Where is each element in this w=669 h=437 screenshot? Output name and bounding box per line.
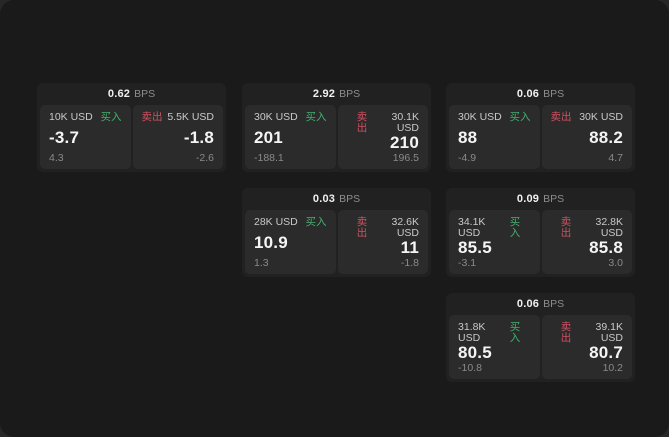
buy-label: 买入 — [305, 111, 327, 123]
quote-card: 0.03 BPS 28K USD 买入 10.9 1.3 卖出 32.6K US… — [242, 188, 431, 277]
buy-delta: 4.3 — [49, 151, 64, 164]
sell-tile[interactable]: 卖出 32.6K USD 11 -1.8 — [337, 210, 428, 274]
quote-body: 30K USD 买入 201 -188.1 卖出 30.1K USD 210 1… — [242, 105, 431, 172]
sell-tile[interactable]: 卖出 5.5K USD -1.8 -2.6 — [132, 105, 223, 169]
quote-card: 2.92 BPS 30K USD 买入 201 -188.1 卖出 30.1K … — [242, 83, 431, 172]
spread-unit: BPS — [543, 298, 565, 310]
spread-value: 0.06 — [516, 88, 540, 100]
spread-unit: BPS — [543, 193, 565, 205]
sell-amount: 30K USD — [579, 111, 623, 123]
sell-label: 卖出 — [560, 321, 572, 344]
sell-price: 210 — [390, 133, 419, 153]
spread-unit: BPS — [339, 88, 361, 100]
buy-label: 买入 — [509, 216, 521, 239]
sell-amount: 5.5K USD — [167, 111, 214, 123]
quote-card: 0.06 BPS 30K USD 买入 88 -4.9 卖出 30K USD 8… — [446, 83, 635, 172]
buy-delta: -188.1 — [254, 151, 284, 164]
spread-value: 0.06 — [516, 298, 540, 310]
sell-delta: 196.5 — [392, 151, 419, 164]
sell-price: -1.8 — [183, 128, 214, 147]
buy-tile[interactable]: 28K USD 买入 10.9 1.3 — [245, 210, 336, 274]
sell-label: 卖出 — [356, 111, 368, 134]
buy-delta: -4.9 — [458, 151, 477, 164]
quote-body: 10K USD 买入 -3.7 4.3 卖出 5.5K USD -1.8 -2.… — [37, 105, 226, 172]
buy-label: 买入 — [509, 111, 531, 123]
spread-value: 0.09 — [516, 193, 540, 205]
sell-amount: 32.6K USD — [391, 216, 419, 239]
buy-amount: 34.1K USD — [458, 216, 486, 239]
sell-label: 卖出 — [141, 111, 163, 123]
spread-header: 0.09 BPS — [446, 188, 635, 210]
buy-price: 201 — [254, 128, 283, 147]
sell-tile[interactable]: 卖出 39.1K USD 80.7 10.2 — [541, 315, 632, 379]
sell-delta: -2.6 — [195, 151, 214, 164]
buy-amount: 10K USD — [49, 111, 93, 123]
buy-amount: 31.8K USD — [458, 321, 486, 344]
spread-unit: BPS — [134, 88, 156, 100]
buy-amount: 30K USD — [254, 111, 298, 123]
buy-delta: -3.1 — [458, 256, 477, 269]
sell-label: 卖出 — [356, 216, 368, 239]
quote-body: 30K USD 买入 88 -4.9 卖出 30K USD 88.2 4.7 — [446, 105, 635, 172]
quote-card: 0.06 BPS 31.8K USD 买入 80.5 -10.8 卖出 39.1… — [446, 293, 635, 382]
buy-amount: 28K USD — [254, 216, 298, 228]
spread-header: 0.62 BPS — [37, 83, 226, 105]
buy-tile[interactable]: 34.1K USD 买入 85.5 -3.1 — [449, 210, 540, 274]
quote-body: 31.8K USD 买入 80.5 -10.8 卖出 39.1K USD 80.… — [446, 315, 635, 382]
sell-label: 卖出 — [550, 111, 572, 123]
sell-tile[interactable]: 卖出 30.1K USD 210 196.5 — [337, 105, 428, 169]
sell-tile[interactable]: 卖出 30K USD 88.2 4.7 — [541, 105, 632, 169]
sell-amount: 39.1K USD — [595, 321, 623, 344]
sell-amount: 32.8K USD — [595, 216, 623, 239]
sell-delta: 4.7 — [608, 151, 623, 164]
buy-delta: -10.8 — [458, 361, 482, 374]
sell-delta: -1.8 — [400, 256, 419, 269]
sell-price: 88.2 — [589, 128, 623, 147]
sell-label: 卖出 — [560, 216, 572, 239]
buy-delta: 1.3 — [254, 256, 269, 269]
buy-tile[interactable]: 30K USD 买入 201 -188.1 — [245, 105, 336, 169]
sell-delta: 3.0 — [608, 256, 623, 269]
sell-price: 80.7 — [589, 343, 623, 363]
buy-tile[interactable]: 31.8K USD 买入 80.5 -10.8 — [449, 315, 540, 379]
sell-amount: 30.1K USD — [391, 111, 419, 134]
spread-header: 0.06 BPS — [446, 293, 635, 315]
spread-value: 0.03 — [312, 193, 336, 205]
buy-price: 80.5 — [458, 343, 492, 363]
quote-body: 28K USD 买入 10.9 1.3 卖出 32.6K USD 11 -1.8 — [242, 210, 431, 277]
buy-tile[interactable]: 30K USD 买入 88 -4.9 — [449, 105, 540, 169]
spread-value: 2.92 — [312, 88, 336, 100]
buy-label: 买入 — [509, 321, 521, 344]
spread-header: 0.03 BPS — [242, 188, 431, 210]
spread-header: 0.06 BPS — [446, 83, 635, 105]
buy-amount: 30K USD — [458, 111, 502, 123]
quote-body: 34.1K USD 买入 85.5 -3.1 卖出 32.8K USD 85.8… — [446, 210, 635, 277]
buy-price: 10.9 — [254, 233, 288, 252]
buy-label: 买入 — [305, 216, 327, 228]
spread-value: 0.62 — [107, 88, 131, 100]
sell-price: 11 — [400, 238, 419, 258]
quote-card: 0.09 BPS 34.1K USD 买入 85.5 -3.1 卖出 32.8K… — [446, 188, 635, 277]
sell-delta: 10.2 — [602, 361, 623, 374]
buy-tile[interactable]: 10K USD 买入 -3.7 4.3 — [40, 105, 131, 169]
buy-label: 买入 — [100, 111, 122, 123]
buy-price: 85.5 — [458, 238, 492, 258]
sell-tile[interactable]: 卖出 32.8K USD 85.8 3.0 — [541, 210, 632, 274]
quote-card: 0.62 BPS 10K USD 买入 -3.7 4.3 卖出 5.5K USD… — [37, 83, 226, 172]
spread-unit: BPS — [339, 193, 361, 205]
buy-price: -3.7 — [49, 128, 80, 147]
buy-price: 88 — [458, 128, 478, 147]
sell-price: 85.8 — [589, 238, 623, 258]
spread-header: 2.92 BPS — [242, 83, 431, 105]
spread-unit: BPS — [543, 88, 565, 100]
